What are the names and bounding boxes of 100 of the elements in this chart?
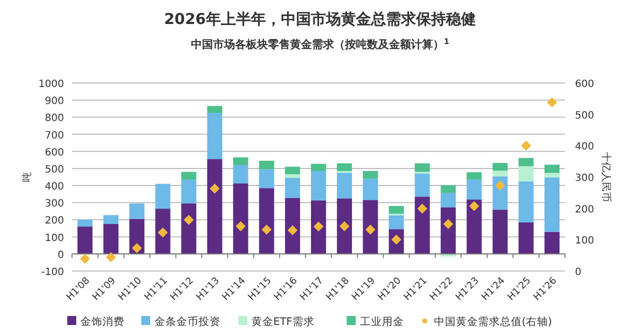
point <box>262 224 272 235</box>
point <box>417 204 428 214</box>
legend-label: 工业用金 <box>360 315 404 328</box>
bar <box>155 208 170 254</box>
point <box>547 97 558 108</box>
bar <box>362 178 378 200</box>
y-tick-label: 600 <box>44 147 64 158</box>
bar <box>544 232 560 254</box>
bar <box>492 170 508 176</box>
bar <box>181 203 196 254</box>
bar <box>207 106 222 113</box>
bar <box>155 184 170 209</box>
point <box>443 219 454 229</box>
y2-tick-label: 0 <box>575 267 582 278</box>
legend-label: 金饰消费 <box>80 315 124 328</box>
bar <box>285 178 300 198</box>
legend-label: 中国黄金需求总值(右轴) <box>434 315 552 328</box>
point <box>158 227 168 238</box>
bar <box>259 169 274 188</box>
bar <box>544 172 560 178</box>
bar <box>414 196 430 254</box>
bar <box>388 206 404 214</box>
bar <box>129 218 144 254</box>
bar <box>310 200 326 254</box>
y-tick-label: 400 <box>44 182 64 193</box>
bar <box>129 203 144 219</box>
bar <box>207 159 222 254</box>
y-tick-label: 800 <box>44 113 64 124</box>
y-tick-label: 700 <box>44 130 64 142</box>
bar <box>310 171 326 200</box>
y-tick-label: 900 <box>44 96 64 108</box>
bar <box>103 224 118 254</box>
chart-subtitle: 中国市场各板块零售黄金需求（按吨数及金额计算）$^{1}$ <box>190 36 450 51</box>
bar <box>518 222 534 254</box>
point <box>314 222 324 232</box>
bar <box>181 172 196 180</box>
bar <box>77 220 92 227</box>
y2-tick-label: 100 <box>575 236 594 247</box>
y-axis-title: 吨 <box>21 172 33 182</box>
point <box>210 184 220 194</box>
bar <box>336 198 352 254</box>
bar <box>414 163 430 172</box>
bar <box>466 172 482 180</box>
point <box>339 221 350 232</box>
y2-tick-label: 500 <box>575 110 594 122</box>
point <box>236 221 246 232</box>
point <box>132 243 142 254</box>
bar <box>466 180 482 200</box>
bar <box>362 200 378 254</box>
bar <box>518 158 534 166</box>
y-tick-label: 0 <box>58 250 64 261</box>
bar <box>518 181 534 222</box>
bar <box>207 112 222 160</box>
y2-axis-title: 十亿人民币 <box>600 152 612 202</box>
bar <box>103 215 118 224</box>
bar <box>233 183 248 254</box>
bar <box>310 164 326 172</box>
bar <box>285 198 300 254</box>
bar <box>414 174 430 197</box>
point <box>80 254 90 264</box>
legend-label: 金条金币投资 <box>154 315 220 328</box>
bar <box>336 163 352 172</box>
bar <box>181 180 196 204</box>
chart-title: 2026年上半年，中国市场黄金总需求保持稳健 <box>164 10 476 28</box>
bar <box>285 166 300 174</box>
legend-label: 黄金ETF需求 <box>251 315 314 328</box>
y-tick-label: -100 <box>41 267 64 278</box>
bar <box>259 188 274 254</box>
bar <box>77 226 92 254</box>
y-tick-label: 500 <box>44 164 64 176</box>
point <box>288 225 298 236</box>
y2-tick-label: 300 <box>575 173 594 184</box>
bar <box>492 162 508 171</box>
y-tick-label: 200 <box>44 216 64 227</box>
y2-tick-label: 200 <box>575 204 594 216</box>
bar <box>388 215 404 230</box>
bar <box>440 192 456 208</box>
bar <box>259 160 274 170</box>
point <box>469 201 480 212</box>
y-tick-label: 100 <box>44 232 64 244</box>
bar <box>336 172 352 198</box>
bar <box>544 164 560 173</box>
bar <box>492 176 508 210</box>
bar <box>440 207 456 254</box>
bar <box>233 157 248 166</box>
y2-tick-label: 600 <box>575 79 594 90</box>
point <box>521 140 532 151</box>
point <box>495 180 506 190</box>
y-tick-label: 1000 <box>38 79 64 90</box>
point <box>365 224 376 235</box>
bar <box>233 165 248 184</box>
bar <box>362 171 378 179</box>
bar <box>544 177 560 232</box>
bar <box>518 166 534 182</box>
bar <box>492 210 508 254</box>
y2-tick-label: 400 <box>575 142 594 153</box>
point <box>184 214 194 225</box>
point <box>106 252 116 262</box>
y-tick-label: 300 <box>44 198 64 210</box>
bar <box>440 185 456 193</box>
